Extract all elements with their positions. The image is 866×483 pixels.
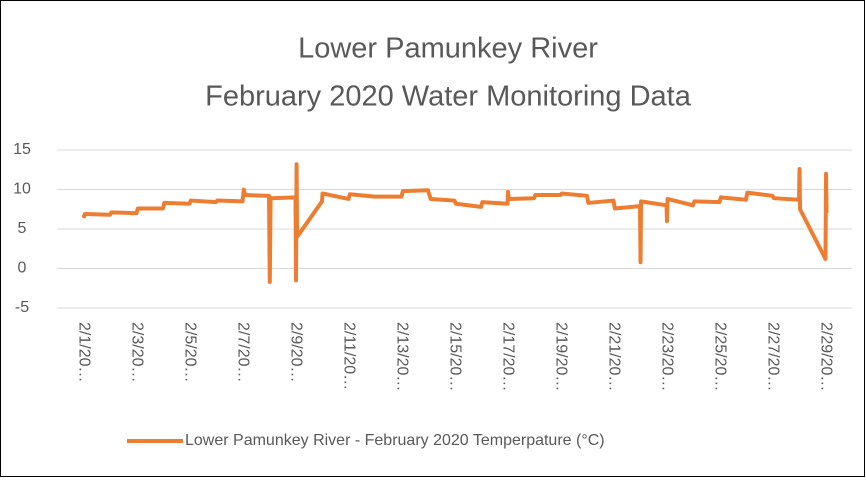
x-tick-label: 2/15/20… (446, 322, 463, 391)
chart-title: February 2020 Water Monitoring Data (205, 81, 692, 113)
x-tick-label: 2/27/20… (764, 322, 781, 391)
x-tick-label: 2/25/20… (711, 322, 728, 391)
x-tick-label: 2/9/20… (287, 322, 304, 382)
y-tick-label: 10 (13, 181, 31, 198)
x-tick-label: 2/17/20… (499, 322, 516, 391)
x-tick-label: 2/13/20… (393, 322, 410, 391)
x-tick-label: 2/21/20… (605, 322, 622, 391)
x-tick-label: 2/3/20… (128, 322, 145, 382)
x-tick-label: 2/7/20… (234, 322, 251, 382)
chart-title: Lower Pamunkey River (298, 33, 598, 65)
y-tick-label: -5 (15, 299, 29, 316)
data-line (81, 162, 829, 284)
x-tick-label: 2/19/20… (552, 322, 569, 391)
y-tick-label: 0 (18, 260, 27, 277)
x-tick-label: 2/5/20… (181, 322, 198, 382)
y-tick-label: 5 (18, 220, 27, 237)
x-tick-label: 2/29/20… (817, 322, 834, 391)
x-tick-label: 2/23/20… (658, 322, 675, 391)
x-tick-label: 2/11/20… (340, 322, 357, 390)
y-tick-label: 15 (13, 141, 31, 158)
x-tick-label: 2/1/20… (75, 322, 92, 382)
legend-label: Lower Pamunkey River - February 2020 Tem… (185, 432, 605, 449)
